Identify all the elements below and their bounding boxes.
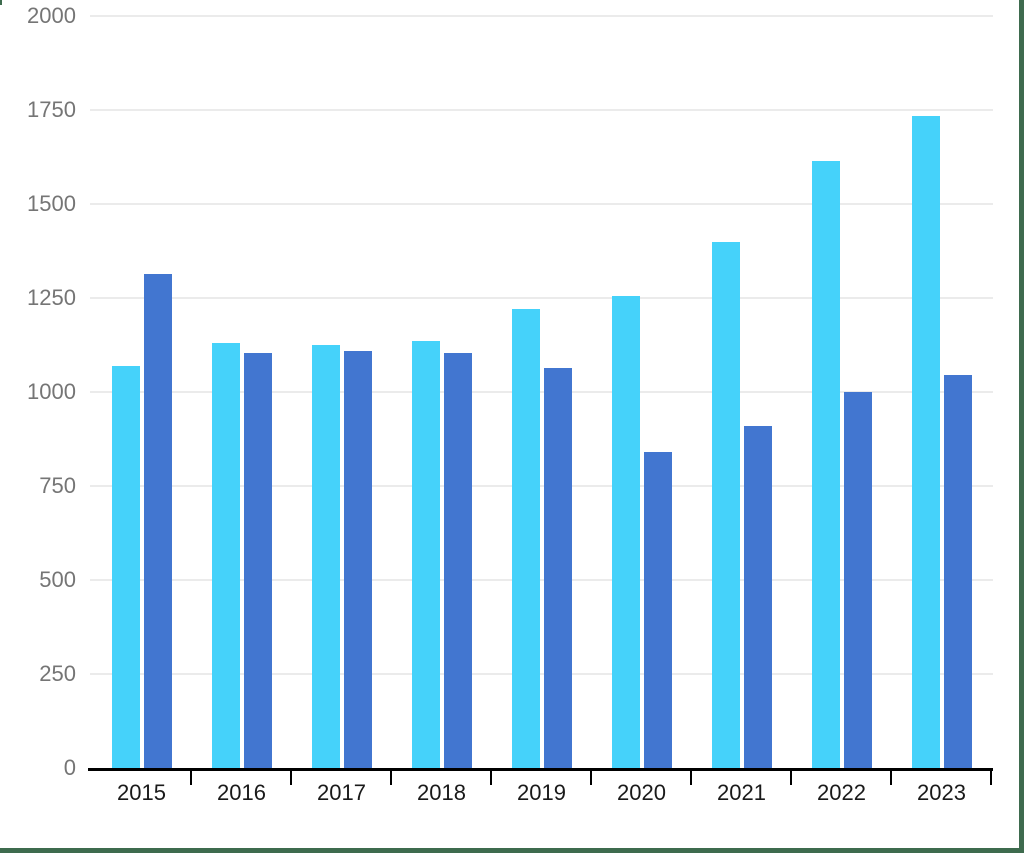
x-axis-category-label: 2018 (417, 780, 466, 805)
gridline-500 (90, 579, 993, 581)
dark-blue-series-bar-2020 (643, 452, 672, 768)
gridline-1750 (90, 109, 993, 111)
x-axis-tick (590, 768, 592, 785)
light-blue-series-bar-2023 (911, 115, 940, 768)
window-border-corner (0, 0, 2, 5)
light-blue-series-bar-2017 (311, 345, 340, 768)
x-axis-tick (190, 768, 192, 785)
dark-blue-series-bar-2018 (443, 352, 472, 768)
light-blue-series-bar-2018 (411, 341, 440, 768)
x-axis-category-label: 2023 (917, 780, 966, 805)
x-axis-tick (490, 768, 492, 785)
x-axis-category-label: 2019 (517, 780, 566, 805)
gridline-750 (90, 485, 993, 487)
window-border-bottom (0, 848, 1024, 853)
gridline-2000 (90, 15, 993, 17)
dark-blue-series-bar-2023 (943, 375, 972, 768)
gridline-1250 (90, 297, 993, 299)
x-axis-tick (790, 768, 792, 785)
x-axis-tick (290, 768, 292, 785)
y-axis-tick-label: 2000 (27, 3, 76, 28)
x-axis-tick (390, 768, 392, 785)
x-axis-category-label: 2017 (317, 780, 366, 805)
light-blue-series-bar-2022 (811, 160, 840, 768)
x-axis-tick (990, 768, 992, 785)
y-axis-tick-label: 750 (39, 473, 76, 498)
dark-blue-series-bar-2015 (143, 273, 172, 768)
x-axis-category-label: 2022 (817, 780, 866, 805)
dark-blue-series-bar-2016 (243, 352, 272, 768)
dark-blue-series-bar-2022 (843, 392, 872, 768)
gridline-1500 (90, 203, 993, 205)
dark-blue-series-bar-2021 (743, 425, 772, 768)
y-axis-tick-label: 1000 (27, 379, 76, 404)
dark-blue-series-bar-2017 (343, 350, 372, 768)
light-blue-series-bar-2020 (611, 296, 640, 768)
y-axis-tick-label: 1750 (27, 97, 76, 122)
y-axis-tick-label: 500 (39, 567, 76, 592)
x-axis-line (88, 768, 993, 771)
light-blue-series-bar-2021 (711, 241, 740, 768)
y-axis-tick-label: 0 (63, 755, 76, 780)
light-blue-series-bar-2016 (211, 343, 240, 768)
dark-blue-series-bar-2019 (543, 367, 572, 768)
x-axis-tick (690, 768, 692, 785)
y-axis-tick-label: 250 (39, 661, 76, 686)
y-axis-tick-label: 1500 (27, 191, 76, 216)
light-blue-series-bar-2015 (111, 365, 140, 768)
gridline-1000 (90, 391, 993, 393)
window-border-right (1019, 0, 1024, 853)
y-axis-tick-label: 1250 (27, 285, 76, 310)
light-blue-series-bar-2019 (511, 309, 540, 768)
gridline-250 (90, 673, 993, 675)
x-axis-category-label: 2020 (617, 780, 666, 805)
x-axis-category-label: 2021 (717, 780, 766, 805)
x-axis-category-label: 2016 (217, 780, 266, 805)
x-axis-tick (890, 768, 892, 785)
x-axis-category-label: 2015 (117, 780, 166, 805)
